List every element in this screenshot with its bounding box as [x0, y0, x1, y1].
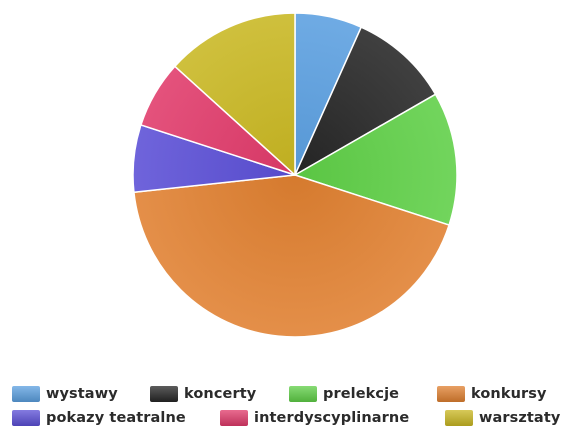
legend-item-interdyscyplinarne[interactable]: interdyscyplinarne — [220, 409, 409, 427]
legend-label-koncerty: koncerty — [184, 386, 257, 402]
legend-label-interdyscyplinarne: interdyscyplinarne — [254, 410, 410, 426]
pie-slices — [132, 12, 458, 338]
legend-label-prelekcje: prelekcje — [323, 386, 400, 402]
pie-slice-prelekcje[interactable] — [294, 93, 458, 226]
legend-item-wystawy[interactable]: wystawy — [12, 385, 118, 403]
legend-swatch-koncerty — [150, 386, 178, 402]
legend-swatch-wystawy — [12, 386, 40, 402]
legend-item-prelekcje[interactable]: prelekcje — [289, 385, 399, 403]
legend-swatch-interdyscyplinarne — [220, 410, 248, 426]
legend-label-pokazy-teatralne: pokazy teatralne — [46, 410, 186, 426]
legend-swatch-warsztaty — [445, 410, 473, 426]
legend-swatch-prelekcje — [289, 386, 317, 402]
legend-swatch-pokazy-teatralne — [12, 410, 40, 426]
legend-item-pokazy-teatralne[interactable]: pokazy teatralne — [12, 409, 186, 427]
pie-slice-koncerty[interactable] — [294, 26, 437, 176]
legend-label-wystawy: wystawy — [46, 386, 118, 402]
legend-item-koncerty[interactable]: koncerty — [150, 385, 256, 403]
legend-item-konkursy[interactable]: konkursy — [437, 385, 547, 403]
legend-label-konkursy: konkursy — [471, 386, 547, 402]
legend-label-warsztaty: warsztaty — [479, 410, 561, 426]
legend-item-warsztaty[interactable]: warsztaty — [445, 409, 560, 427]
legend-swatch-konkursy — [437, 386, 465, 402]
pie-slice-konkursy[interactable] — [133, 174, 450, 338]
pie-slice-warsztaty[interactable] — [174, 12, 296, 176]
